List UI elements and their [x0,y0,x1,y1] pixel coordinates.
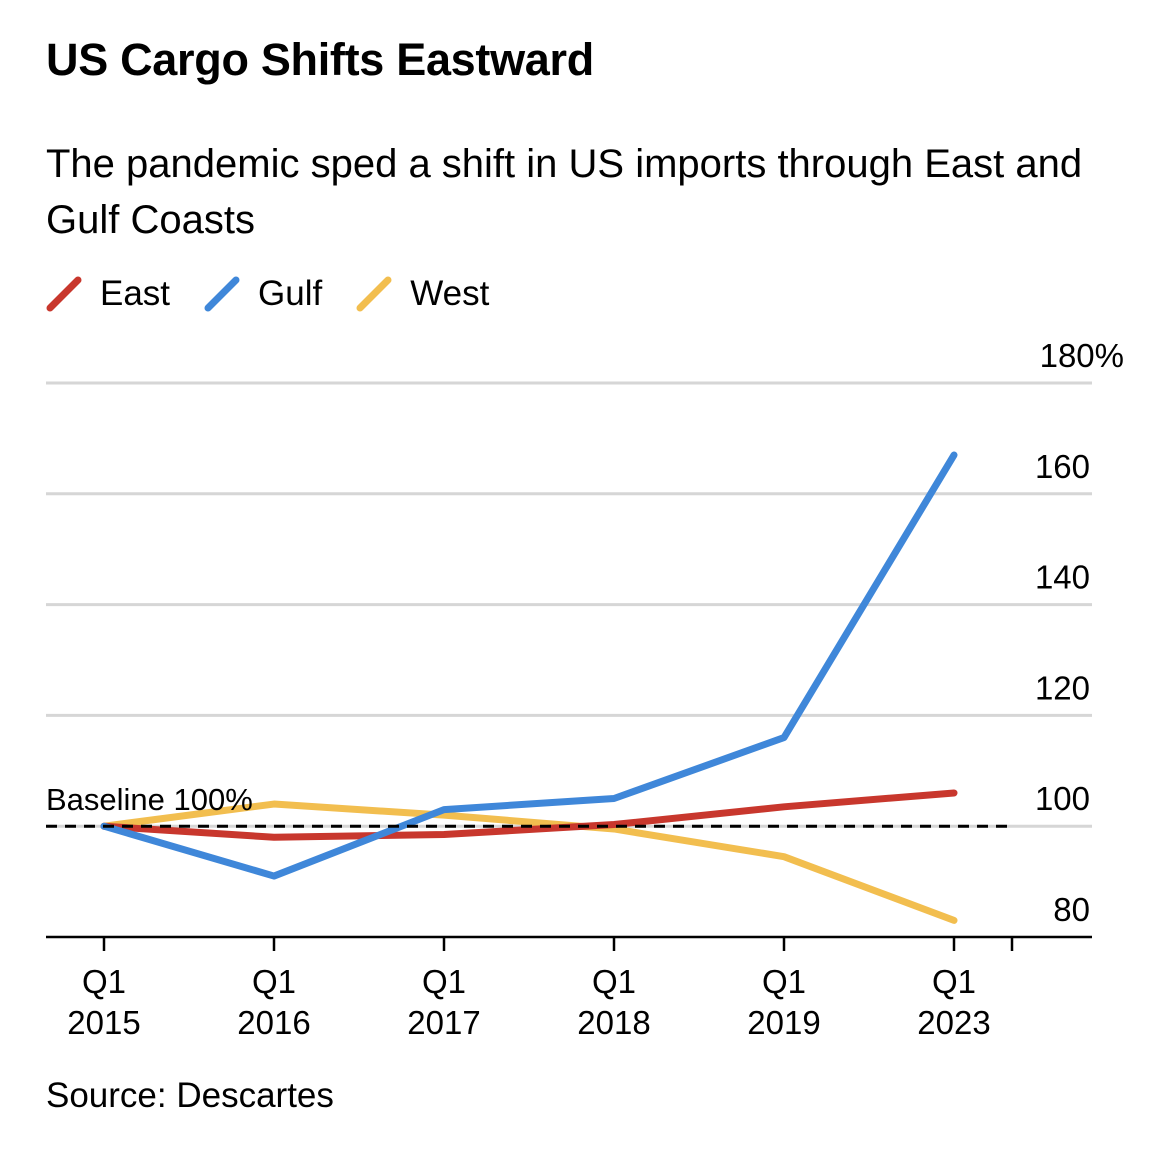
x-tick-label: 2017 [407,1004,480,1041]
legend-swatch-icon [46,276,82,312]
y-tick-label: 100 [1035,780,1090,817]
x-tick-label: 2019 [747,1004,820,1041]
chart-legend: East Gulf West [46,272,523,316]
x-tick-label: 2018 [577,1004,650,1041]
y-tick-label: 80 [1053,891,1090,928]
x-tick-label: 2016 [237,1004,310,1041]
series-line-east [100,789,958,841]
series-line-gulf [100,451,958,880]
legend-label: West [410,274,490,313]
y-tick-label: 180% [1040,337,1124,374]
chart-subtitle: The pandemic sped a shift in US imports … [46,142,1083,242]
source-note: Source: Descartes [46,1076,334,1115]
baseline-label: Baseline 100% [46,782,253,817]
legend-label: Gulf [258,274,323,313]
x-tick-label: Q1 [422,963,466,1000]
legend-swatch-icon [204,276,240,312]
x-tick-label: 2023 [917,1004,990,1041]
y-tick-label: 120 [1035,669,1090,706]
series-line-west [100,800,958,924]
x-tick-label: Q1 [932,963,976,1000]
x-tick-label: Q1 [592,963,636,1000]
y-tick-label: 140 [1035,559,1090,596]
x-tick-label: Q1 [762,963,806,1000]
legend-item-west: West [356,274,489,314]
legend-label: East [100,274,171,313]
legend-item-gulf: Gulf [204,274,322,314]
y-tick-label: 160 [1035,448,1090,485]
x-tick-label: 2015 [67,1004,140,1041]
chart-title: US Cargo Shifts Eastward [46,34,594,85]
legend-swatch-icon [356,276,392,312]
x-tick-label: Q1 [82,963,126,1000]
x-tick-label: Q1 [252,963,296,1000]
legend-item-east: East [46,274,170,314]
